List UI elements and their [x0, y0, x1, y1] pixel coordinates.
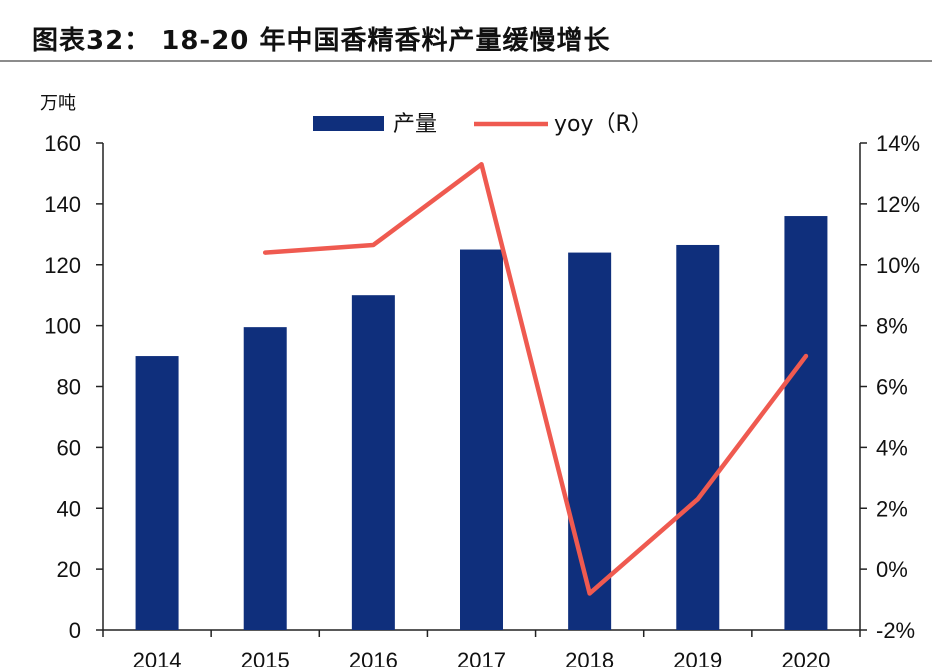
x-tick-label: 2017 — [457, 648, 506, 667]
legend-bar-swatch — [313, 116, 384, 131]
right-tick-label: 8% — [876, 314, 908, 339]
left-tick-label: 0 — [69, 618, 81, 643]
left-tick-label: 100 — [44, 314, 81, 339]
production-bar — [676, 244, 720, 630]
yoy-point — [587, 591, 592, 596]
header-divider — [0, 60, 932, 62]
left-tick-label: 80 — [57, 375, 81, 400]
yoy-point — [803, 354, 808, 359]
right-tick-label: -2% — [876, 618, 915, 643]
report-header: 图表32： 18-20 年中国香精香料产量缓慢增长 — [0, 0, 932, 62]
x-tick-label: 2014 — [133, 648, 182, 667]
left-axis-unit: 万吨 — [40, 93, 76, 114]
left-tick-label: 60 — [57, 435, 81, 460]
right-tick-label: 2% — [876, 496, 908, 521]
yoy-point — [263, 250, 268, 255]
left-tick-label: 140 — [44, 192, 81, 217]
left-tick-label: 20 — [57, 557, 81, 582]
right-tick-label: 0% — [876, 557, 908, 582]
left-tick-label: 40 — [57, 496, 81, 521]
x-tick-label: 2016 — [349, 648, 398, 667]
x-tick-label: 2019 — [673, 648, 722, 667]
production-bar — [784, 216, 828, 631]
yoy-line — [262, 162, 809, 596]
production-bar — [460, 249, 503, 630]
legend-bar-label: 产量 — [393, 112, 437, 137]
yoy-point — [695, 497, 700, 502]
x-tick-label: 2018 — [565, 648, 614, 667]
right-tick-label: 4% — [876, 435, 908, 460]
production-bar — [351, 295, 395, 630]
production-bar — [243, 327, 287, 630]
legend-line-label: yoy（R） — [554, 112, 653, 137]
left-tick-label: 160 — [44, 131, 81, 156]
x-tick-label: 2020 — [781, 648, 830, 667]
yoy-point — [479, 162, 484, 167]
right-tick-label: 10% — [876, 253, 920, 278]
chart-figure-title: 图表32： 18-20 年中国香精香料产量缓慢增长 — [32, 26, 611, 56]
yoy-point — [371, 242, 376, 247]
x-tick-label: 2015 — [241, 648, 290, 667]
production-bar — [135, 356, 179, 630]
right-tick-label: 14% — [876, 131, 920, 156]
right-tick-label: 6% — [876, 375, 908, 400]
left-tick-label: 120 — [44, 253, 81, 278]
right-tick-label: 12% — [876, 192, 920, 217]
production-bar — [568, 252, 612, 630]
